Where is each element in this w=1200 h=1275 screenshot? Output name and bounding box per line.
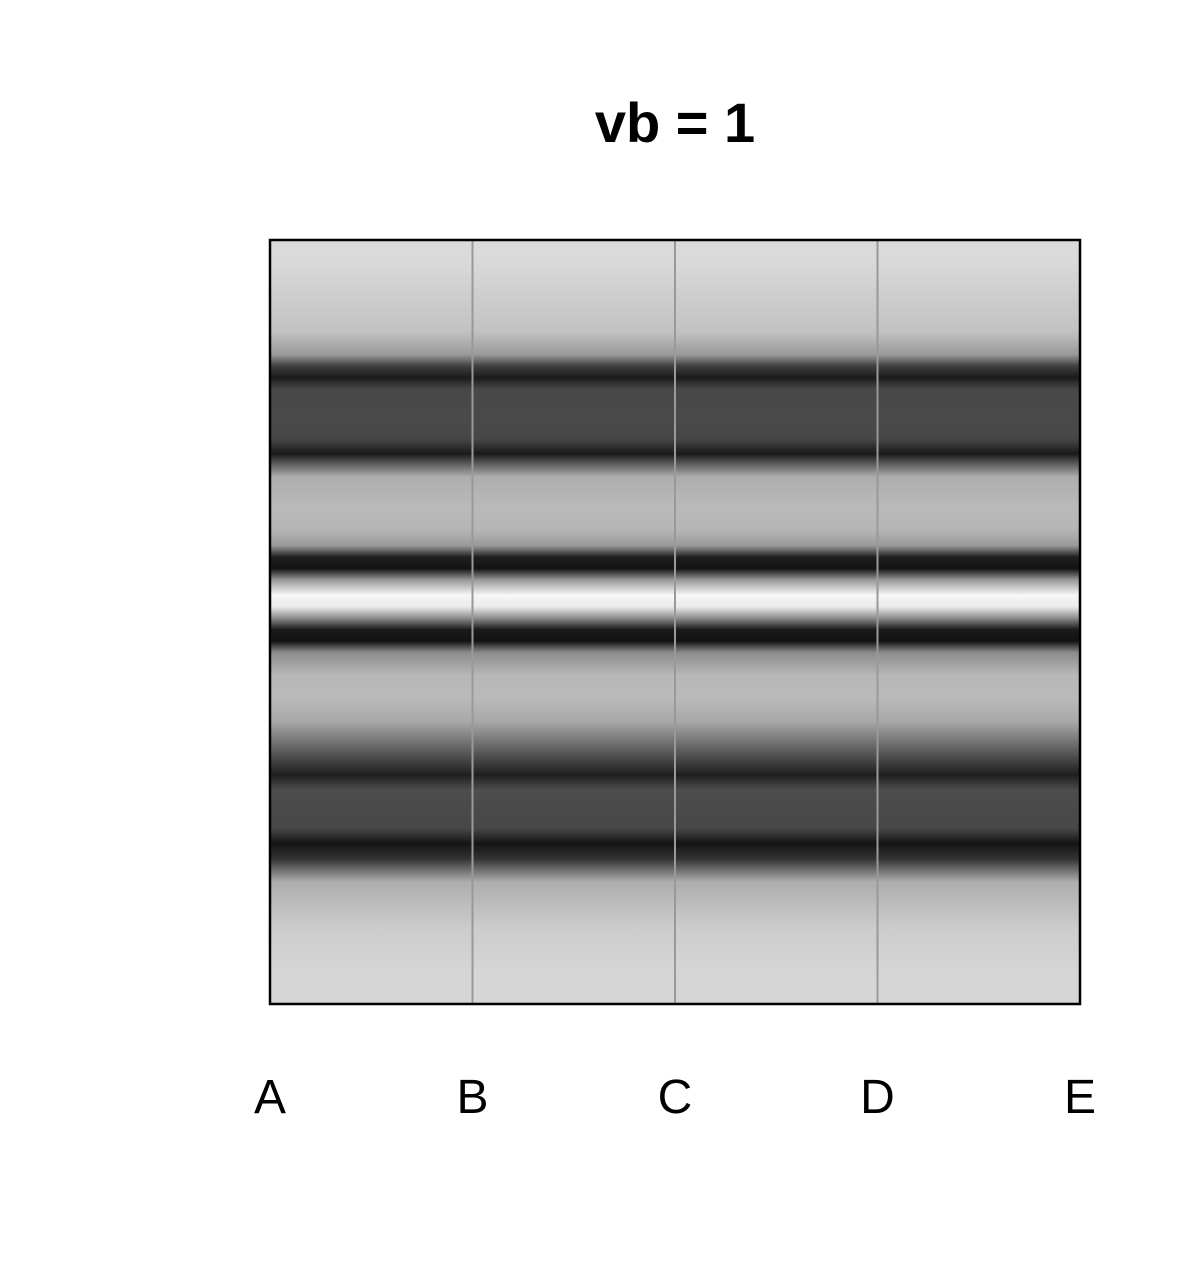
heatmap-plot-area xyxy=(270,240,1080,1004)
plot-frame xyxy=(268,238,1082,1006)
x-tick-label-d: D xyxy=(860,1071,895,1124)
x-tick-label-a: A xyxy=(254,1071,286,1124)
heatmap-panel-1 xyxy=(270,240,473,1004)
x-axis-tick-labels: A B C D E xyxy=(254,1071,1096,1124)
heatmap-panel-2 xyxy=(472,240,675,1004)
heatmap-panel-3 xyxy=(675,240,878,1004)
panel-separators xyxy=(471,240,879,1004)
chart-title: vb = 1 xyxy=(595,91,755,154)
x-tick-label-b: B xyxy=(456,1071,488,1124)
x-tick-label-c: C xyxy=(658,1071,693,1124)
x-tick-label-e: E xyxy=(1064,1071,1096,1124)
heatmap-panel-4 xyxy=(877,240,1080,1004)
